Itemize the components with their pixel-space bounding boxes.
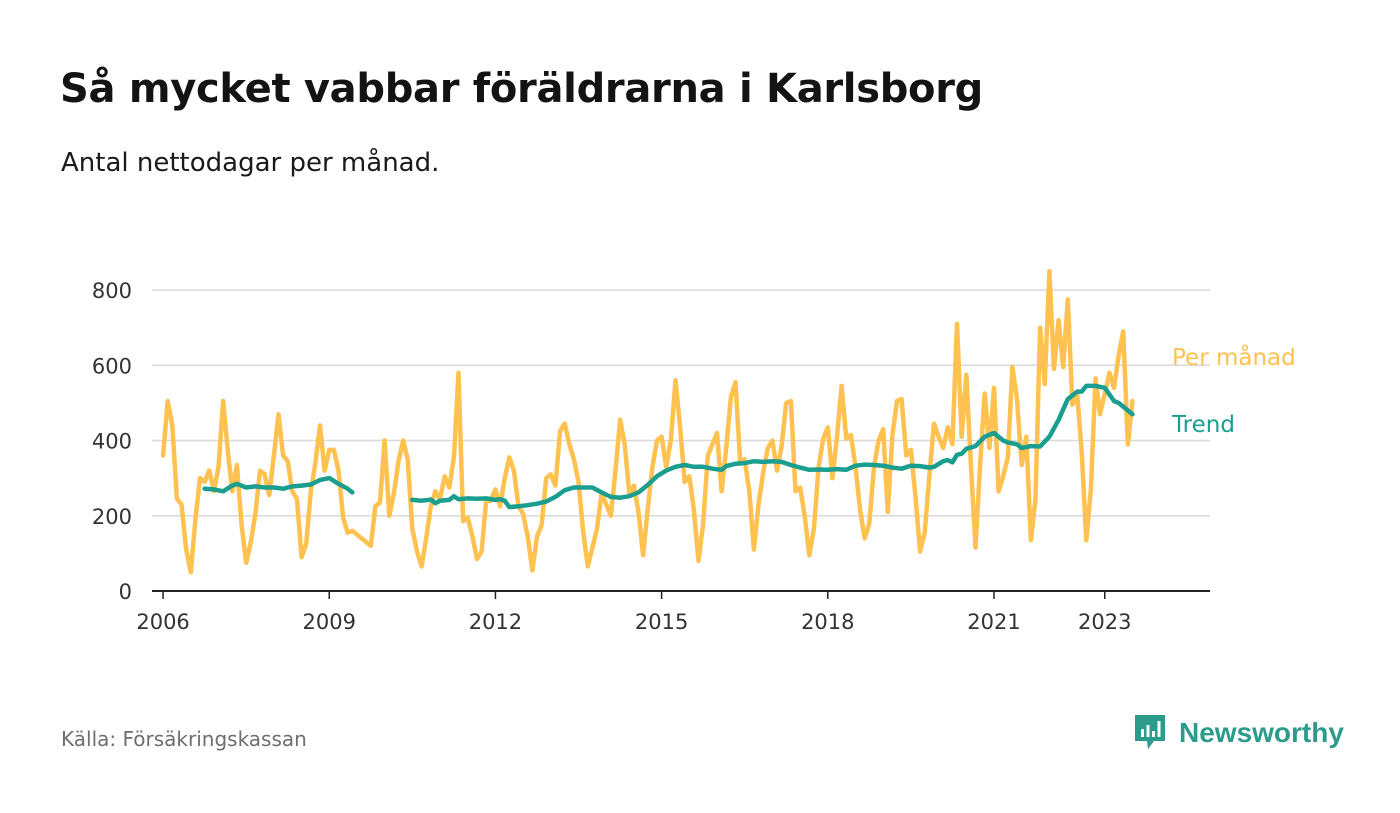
- newsworthy-logo-icon: [1135, 715, 1165, 749]
- monthly-series-line: [160, 268, 1135, 575]
- x-tick-label: 2021: [967, 610, 1020, 634]
- newsworthy-logo: Newsworthy: [1133, 713, 1344, 753]
- x-tick-label: 2023: [1078, 610, 1131, 634]
- source-note: Källa: Försäkringskassan: [61, 727, 307, 751]
- y-tick-label: 0: [119, 580, 132, 604]
- y-tick-label: 200: [92, 505, 132, 529]
- y-tick-label: 600: [92, 354, 132, 378]
- trend-series-line: [410, 383, 1135, 510]
- inline-legend: Per månad Trend: [1171, 343, 1296, 438]
- x-axis-ticks: 2006 2009 2012 2015 2018 2021 2023: [136, 591, 1131, 634]
- y-axis-ticks: 0 200 400 600 800: [92, 279, 132, 604]
- trend-series-label: Trend: [1171, 412, 1235, 438]
- chart-title: Så mycket vabbar föräldrarna i Karlsborg: [60, 66, 984, 112]
- x-tick-label: 2018: [801, 610, 854, 634]
- series-lines: [160, 268, 1135, 575]
- x-tick-label: 2009: [303, 610, 356, 634]
- y-tick-label: 400: [92, 430, 132, 454]
- chart-subtitle: Antal nettodagar per månad.: [61, 148, 440, 178]
- monthly-series-label: Per månad: [1172, 343, 1296, 371]
- x-tick-label: 2006: [136, 610, 189, 634]
- y-tick-label: 800: [92, 279, 132, 303]
- newsworthy-logo-text: Newsworthy: [1179, 717, 1344, 748]
- x-tick-label: 2015: [635, 610, 688, 634]
- trend-series-line: [202, 475, 355, 495]
- x-tick-label: 2012: [469, 610, 522, 634]
